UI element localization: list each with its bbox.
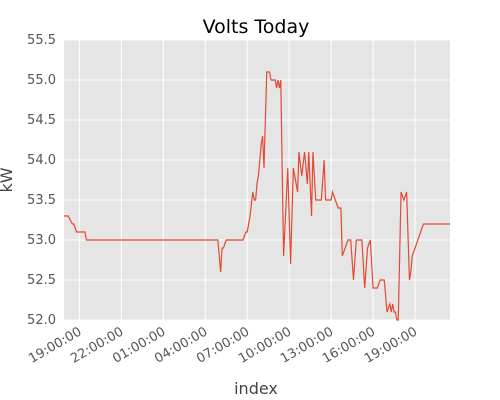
y-tick-label: 53.5: [27, 193, 56, 208]
y-axis-label: kW: [0, 167, 16, 192]
y-tick-label: 53.0: [27, 233, 56, 248]
grid-lines: [64, 39, 450, 321]
y-tick-label: 55.0: [27, 73, 56, 88]
series-line: [64, 71, 450, 321]
y-tick-label: 54.5: [27, 113, 56, 128]
x-axis: 19:00:0022:00:0001:00:0004:00:0007:00:00…: [26, 324, 420, 366]
y-axis: 52.0 52.5 53.0 53.5 54.0 54.5 55.0 55.5: [27, 33, 56, 328]
plot-background: [64, 40, 450, 320]
y-tick-label: 52.5: [27, 273, 56, 288]
x-axis-label: index: [234, 379, 278, 398]
y-tick-label: 54.0: [27, 153, 56, 168]
y-tick-label: 52.0: [27, 313, 56, 328]
y-tick-label: 55.5: [27, 33, 56, 48]
chart-title: Volts Today: [203, 16, 310, 38]
